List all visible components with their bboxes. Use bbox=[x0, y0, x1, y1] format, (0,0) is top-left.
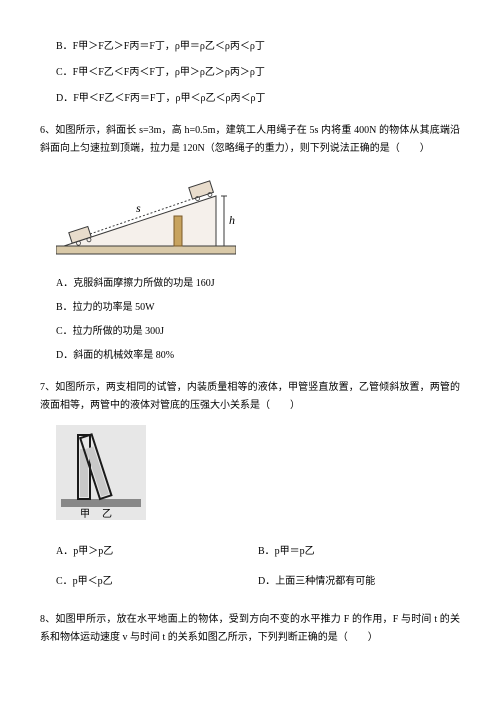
q7-option-d: D．上面三种情况都有可能 bbox=[258, 573, 460, 591]
q6-option-b: B．拉力的功率是 50W bbox=[56, 299, 460, 317]
q7-option-a: A．p甲＞p乙 bbox=[56, 543, 258, 561]
s-label-text: s bbox=[136, 201, 141, 215]
jia-label: 甲 bbox=[80, 509, 90, 520]
q7-options: A．p甲＞p乙 B．p甲＝p乙 C．p甲＜p乙 D．上面三种情况都有可能 bbox=[56, 537, 460, 597]
q7-option-b: B．p甲＝p乙 bbox=[258, 543, 460, 561]
q6-option-a: A．克服斜面摩擦力所做的功是 160J bbox=[56, 275, 460, 293]
h-label-text: h bbox=[229, 213, 235, 227]
q5-option-b: B．F甲＞F乙＞F丙＝F丁，ρ甲＝ρ乙＜ρ丙＜ρ丁 bbox=[56, 38, 460, 56]
q6-question: 6、如图所示，斜面长 s=3m，高 h=0.5m，建筑工人用绳子在 5s 内将重… bbox=[40, 122, 460, 158]
q7-diagram: 甲 乙 bbox=[56, 425, 460, 527]
q6-diagram: s h bbox=[56, 168, 460, 265]
yi-label: 乙 bbox=[102, 508, 112, 520]
q8-number: 8、 bbox=[40, 614, 55, 625]
q6-option-d: D．斜面的机械效率是 80% bbox=[56, 347, 460, 365]
q5-option-c: C．F甲＜F乙＜F丙＜F丁，ρ甲＞ρ乙＞ρ丙＞ρ丁 bbox=[56, 64, 460, 82]
q6-option-c: C．拉力所做的功是 300J bbox=[56, 323, 460, 341]
q6-number: 6、 bbox=[40, 125, 55, 136]
q8-text: 如图甲所示，放在水平地面上的物体，受到方向不变的水平推力 F 的作用，F 与时间… bbox=[40, 614, 460, 643]
q7-question: 7、如图所示，两支相同的试管，内装质量相等的液体，甲管竖直放置，乙管倾斜放置，两… bbox=[40, 379, 460, 415]
q8-question: 8、如图甲所示，放在水平地面上的物体，受到方向不变的水平推力 F 的作用，F 与… bbox=[40, 611, 460, 647]
q7-text: 如图所示，两支相同的试管，内装质量相等的液体，甲管竖直放置，乙管倾斜放置，两管的… bbox=[40, 382, 460, 411]
q5-option-d: D．F甲＜F乙＜F丙＝F丁，ρ甲＜ρ乙＜ρ丙＜ρ丁 bbox=[56, 90, 460, 108]
q7-option-c: C．p甲＜p乙 bbox=[56, 573, 258, 591]
q6-text: 如图所示，斜面长 s=3m，高 h=0.5m，建筑工人用绳子在 5s 内将重 4… bbox=[40, 125, 460, 154]
q7-number: 7、 bbox=[40, 382, 55, 393]
